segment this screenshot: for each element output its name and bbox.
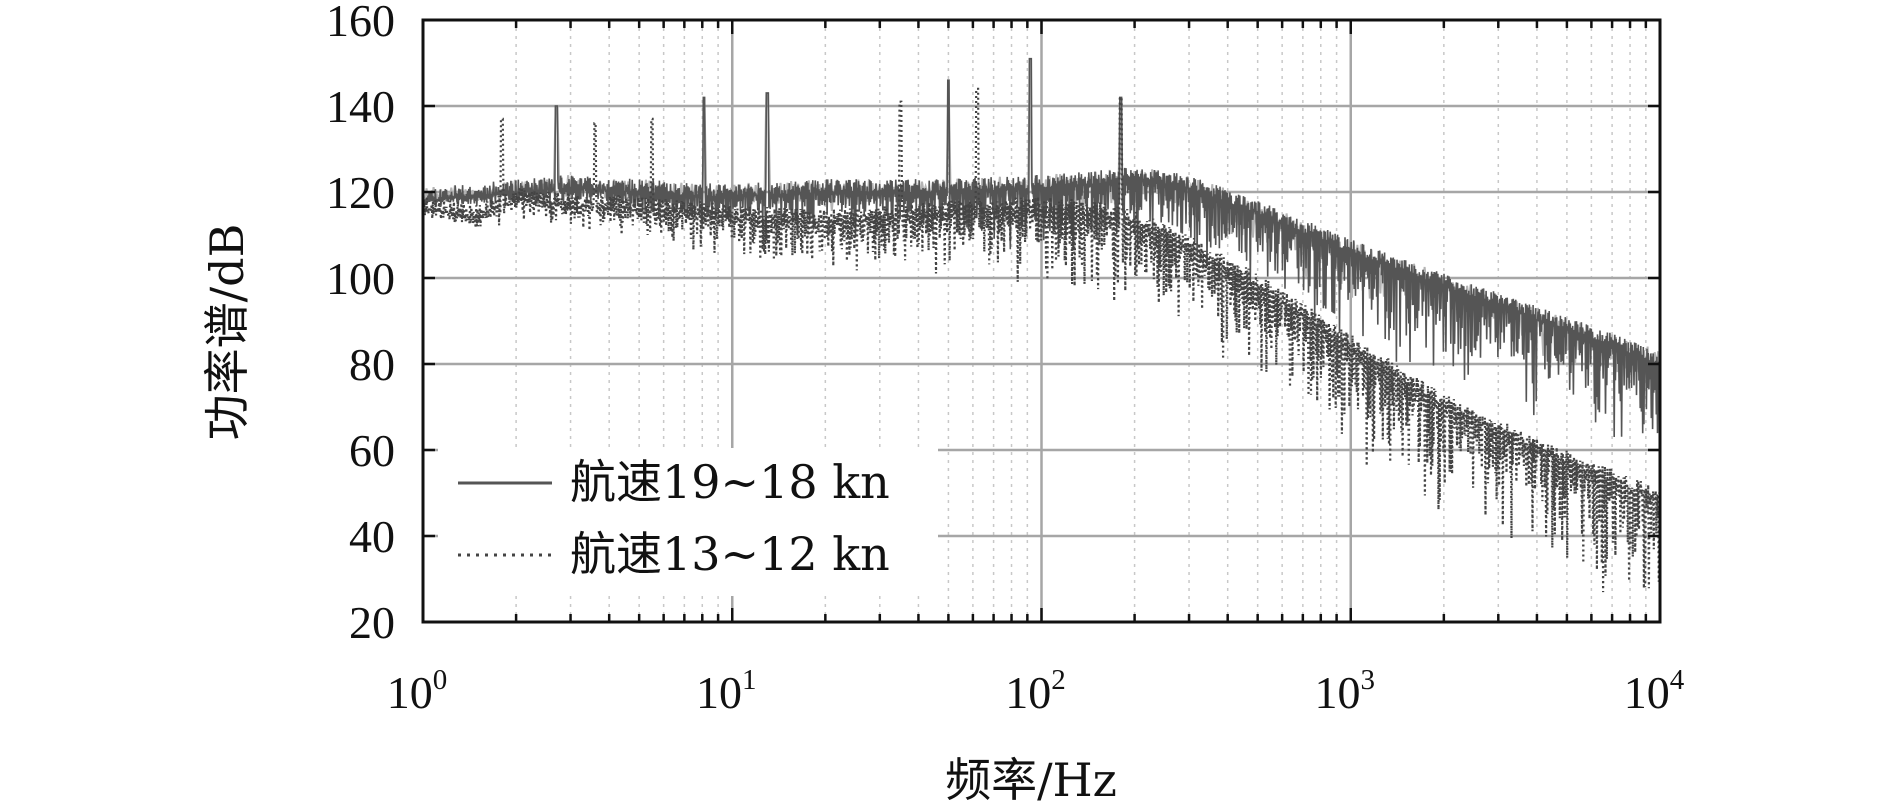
series-group	[423, 57, 1660, 593]
y-tick-label: 140	[326, 81, 395, 132]
y-tick-label: 60	[349, 425, 395, 476]
x-axis-tick-labels: 100 101 102 103 104	[387, 664, 1685, 718]
y-tick-label: 80	[349, 339, 395, 390]
y-tick-label: 160	[326, 0, 395, 46]
tick-marks	[421, 18, 1662, 624]
y-tick-label: 20	[349, 597, 395, 648]
legend-box	[438, 448, 938, 596]
legend-label-series-1: 航速19~18 kn	[570, 455, 890, 509]
plot-series	[423, 57, 1660, 593]
legend-label-series-2: 航速13~12 kn	[570, 527, 890, 581]
y-axis-tick-labels: 20 40 60 80 100 120 140 160	[326, 0, 395, 648]
x-tick-label: 104	[1624, 664, 1685, 718]
y-tick-label: 100	[326, 253, 395, 304]
x-tick-label: 102	[1005, 664, 1066, 718]
y-tick-label: 120	[326, 167, 395, 218]
series-line-19-18kn	[423, 57, 1660, 445]
x-axis-title: 频率/Hz	[945, 753, 1117, 807]
x-tick-label: 103	[1315, 664, 1376, 718]
y-tick-label: 40	[349, 511, 395, 562]
x-tick-label: 100	[387, 664, 448, 718]
x-tick-label: 101	[696, 664, 757, 718]
legend: 航速19~18 kn 航速13~12 kn	[438, 448, 938, 596]
y-axis-title: 功率谱/dB	[200, 224, 254, 441]
